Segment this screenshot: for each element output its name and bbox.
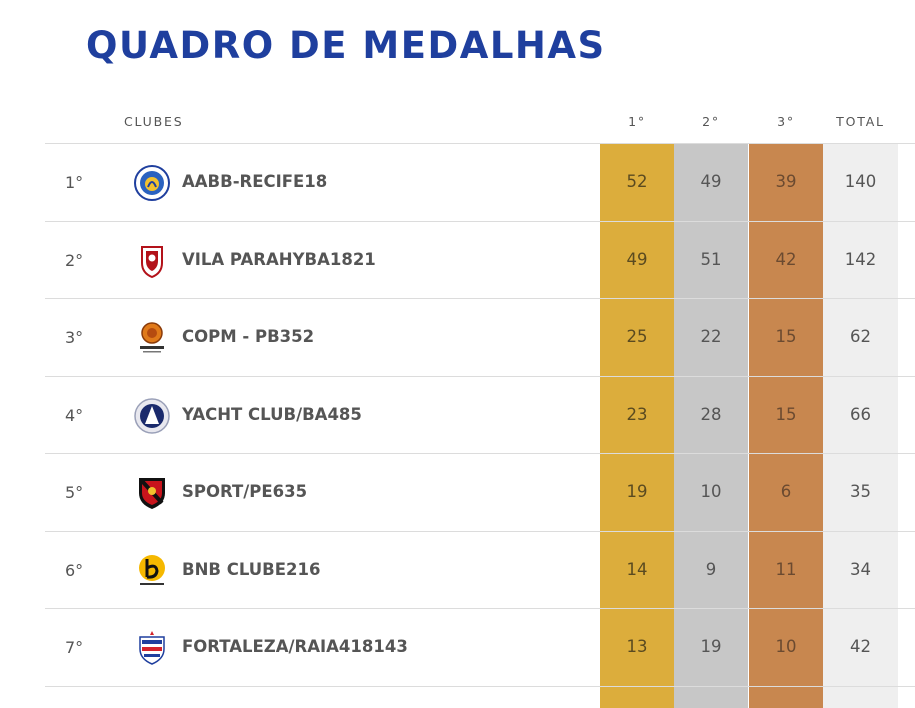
copm-pb-logo-icon bbox=[134, 320, 170, 356]
total-count: 140 bbox=[844, 172, 877, 191]
table-row: 7° FORTALEZA/RAIA418143 13 19 10 42 bbox=[45, 609, 915, 687]
first-place-count: 25 bbox=[626, 327, 648, 346]
club-name: FORTALEZA/RAIA418143 bbox=[182, 637, 408, 656]
club-name: YACHT CLUB/BA485 bbox=[182, 404, 362, 424]
second-place-count: 51 bbox=[700, 249, 722, 269]
rank: 6° bbox=[65, 560, 84, 580]
club-name: SPORT/PE635 bbox=[182, 482, 308, 501]
rank: 4° bbox=[65, 405, 84, 425]
header-third-place: 3° bbox=[777, 114, 795, 129]
table-row: 6° BNB CLUBE216 14 9 11 34 bbox=[45, 532, 915, 609]
club-name: AABB-RECIFE18 bbox=[182, 172, 328, 191]
yacht-club-ba-logo-icon bbox=[134, 397, 170, 434]
third-place-count: 6 bbox=[780, 482, 792, 501]
rank: 2° bbox=[65, 250, 84, 270]
first-place-count: 13 bbox=[626, 637, 648, 656]
first-place-count: 19 bbox=[626, 482, 648, 501]
first-place-count: 23 bbox=[626, 404, 648, 424]
second-place-count: 28 bbox=[700, 404, 722, 424]
header-total: TOTAL bbox=[836, 114, 885, 129]
total-count: 66 bbox=[850, 404, 871, 424]
rank: 3° bbox=[65, 328, 84, 347]
total-count: 62 bbox=[850, 327, 871, 346]
total-count: 34 bbox=[850, 559, 871, 579]
aabb-recife-logo-icon bbox=[134, 165, 170, 201]
sport-pe-logo-icon bbox=[134, 475, 170, 511]
club-name: COPM - PB352 bbox=[182, 327, 315, 346]
third-place-count: 10 bbox=[775, 637, 797, 656]
total-count: 35 bbox=[850, 482, 871, 501]
first-place-count: 52 bbox=[626, 172, 648, 191]
first-place-count: 49 bbox=[626, 249, 648, 269]
table-row: 5° SPORT/PE635 19 10 6 35 bbox=[45, 454, 915, 532]
table-body: 1° AABB-RECIFE18 52 49 39 140 2° bbox=[45, 144, 915, 687]
rank: 7° bbox=[65, 638, 84, 657]
silver-column-background bbox=[674, 144, 748, 708]
second-place-count: 9 bbox=[705, 559, 717, 579]
vila-parahyba-logo-icon bbox=[134, 243, 170, 279]
second-place-count: 19 bbox=[700, 637, 722, 656]
second-place-count: 49 bbox=[700, 172, 722, 191]
bnb-clube-logo-icon bbox=[134, 553, 170, 589]
header-clubs: CLUBES bbox=[124, 114, 184, 129]
second-place-count: 10 bbox=[700, 482, 722, 501]
third-place-count: 15 bbox=[775, 404, 797, 424]
third-place-count: 42 bbox=[775, 249, 797, 269]
second-place-count: 22 bbox=[700, 327, 722, 346]
gold-column-background bbox=[600, 144, 674, 708]
table-row: 1° AABB-RECIFE18 52 49 39 140 bbox=[45, 144, 915, 222]
header-first-place: 1° bbox=[628, 114, 646, 129]
bronze-column-background bbox=[749, 144, 823, 708]
rank: 1° bbox=[65, 173, 84, 192]
first-place-count: 14 bbox=[626, 559, 648, 579]
table-row: 4° YACHT CLUB/BA485 23 28 15 66 bbox=[45, 377, 915, 454]
third-place-count: 39 bbox=[775, 172, 797, 191]
club-name: VILA PARAHYBA1821 bbox=[182, 249, 376, 269]
fortaleza-raia-logo-icon bbox=[134, 630, 170, 666]
table-row: 2° VILA PARAHYBA1821 49 51 42 142 bbox=[45, 222, 915, 299]
page-title: QUADRO DE MEDALHAS bbox=[86, 24, 606, 67]
total-count: 142 bbox=[844, 249, 877, 269]
rank: 5° bbox=[65, 483, 84, 502]
club-name: BNB CLUBE216 bbox=[182, 559, 321, 579]
total-count: 42 bbox=[850, 637, 871, 656]
third-place-count: 11 bbox=[775, 559, 797, 579]
table-header: CLUBES 1° 2° 3° TOTAL bbox=[45, 100, 915, 144]
table-row: 3° COPM - PB352 25 22 15 62 bbox=[45, 299, 915, 377]
total-column-background bbox=[823, 144, 898, 708]
third-place-count: 15 bbox=[775, 327, 797, 346]
header-second-place: 2° bbox=[702, 114, 720, 129]
